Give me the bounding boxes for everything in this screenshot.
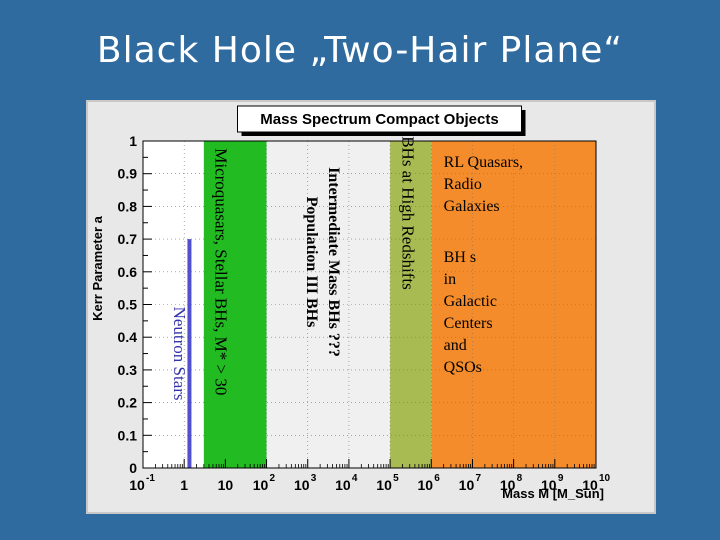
chart-title-box — [237, 105, 522, 133]
x-tick-label-10: 10 — [541, 477, 557, 493]
x-tick-exponent-8: 7 — [475, 473, 481, 484]
region-label-line-5-2: Galactic — [444, 293, 497, 310]
region-label-line-5-4: and — [444, 337, 467, 354]
region-label-2: Intermediate Mass BHs ??? Population III … — [303, 167, 342, 357]
x-tick-exponent-6: 5 — [393, 473, 399, 484]
x-tick-exponent-11: 10 — [599, 473, 611, 484]
x-tick-exponent-9: 8 — [517, 473, 523, 484]
x-tick-label-4: 10 — [294, 477, 310, 493]
region-bar-0 — [187, 239, 192, 468]
region-label-4: RL Quasars, Radio Galaxies — [444, 154, 523, 215]
y-tick-label-6: 0.6 — [118, 264, 138, 280]
y-tick-label-3: 0.3 — [118, 362, 138, 378]
x-tick-exponent-7: 6 — [434, 473, 440, 484]
x-tick-exponent-4: 3 — [311, 473, 317, 484]
region-label-line-2-1: Population III BHs — [303, 197, 320, 328]
region-label-line-4-2: Galaxies — [444, 198, 500, 215]
region-label-3: BHs at High Redshifts — [399, 136, 418, 289]
region-label-line-5-5: QSOs — [444, 359, 482, 376]
y-tick-label-1: 0.1 — [118, 427, 138, 443]
x-tick-label-1: 1 — [180, 477, 188, 493]
region-bar-3 — [390, 141, 432, 468]
region-label-line-1-0: Microquasars, Stellar BHs, M* > 30 — [211, 148, 230, 395]
x-tick-exponent-3: 2 — [270, 473, 276, 484]
x-tick-label-2: 10 — [218, 477, 234, 493]
x-tick-label-5: 10 — [335, 477, 351, 493]
region-label-line-5-1: in — [444, 271, 456, 288]
y-tick-label-2: 0.2 — [118, 395, 138, 411]
x-tick-label-8: 10 — [459, 477, 475, 493]
region-label-line-0-0: Neutron Stars — [170, 307, 189, 401]
region-label-5: BH s in Galactic Centers and QSOs — [444, 249, 497, 376]
x-tick-label-0: 10 — [129, 477, 145, 493]
region-label-line-5-0: BH s — [444, 249, 476, 266]
x-tick-exponent-10: 9 — [558, 473, 564, 484]
y-tick-label-5: 0.5 — [118, 297, 138, 313]
x-tick-exponent-5: 4 — [352, 473, 358, 484]
y-tick-label-7: 0.7 — [118, 231, 138, 247]
x-tick-label-9: 10 — [500, 477, 516, 493]
slide-title: Black Hole „Two-Hair Plane“ — [96, 30, 624, 71]
y-axis-title: Kerr Parameter a — [90, 215, 105, 321]
x-tick-label-11: 10 — [582, 477, 598, 493]
y-tick-label-0: 0 — [129, 460, 137, 476]
region-label-line-3-0: BHs at High Redshifts — [399, 136, 418, 289]
region-label-1: Microquasars, Stellar BHs, M* > 30 — [211, 148, 230, 395]
x-axis-title: Mass M [M_Sun] — [502, 486, 604, 501]
region-label-line-2-0: Intermediate Mass BHs ??? — [325, 167, 342, 357]
x-tick-exponent-0: -1 — [146, 473, 155, 484]
region-label-line-4-1: Radio — [444, 176, 482, 193]
x-tick-label-7: 10 — [417, 477, 433, 493]
y-tick-label-9: 0.9 — [118, 166, 138, 182]
y-tick-label-4: 0.4 — [118, 329, 138, 345]
y-tick-label-8: 0.8 — [118, 198, 138, 214]
y-tick-label-10: 1 — [129, 133, 137, 149]
region-label-line-4-0: RL Quasars, — [444, 154, 523, 171]
region-label-0: Neutron Stars — [170, 307, 189, 401]
region-label-line-5-3: Centers — [444, 315, 493, 332]
x-tick-label-6: 10 — [376, 477, 392, 493]
chart-title: Mass Spectrum Compact Objects — [260, 111, 498, 128]
x-tick-label-3: 10 — [253, 477, 269, 493]
